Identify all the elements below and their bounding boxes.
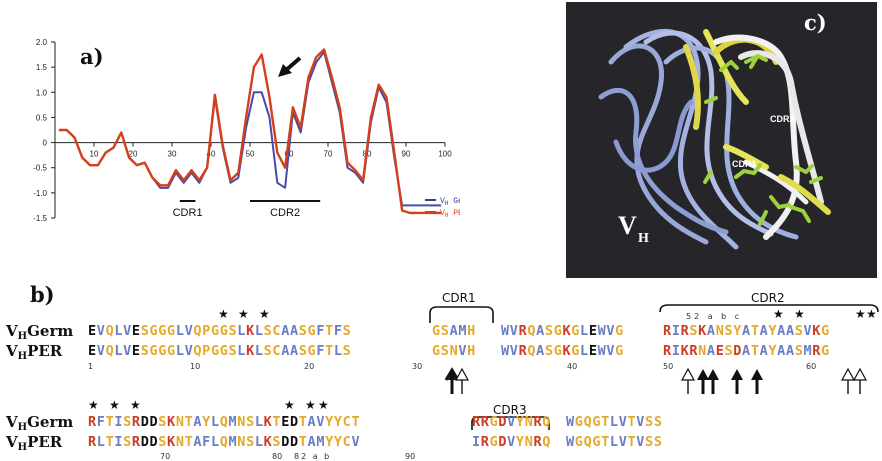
germ-cdr1-seq: GSAMH [432, 323, 476, 339]
germ-cdr3-seq: RRGDVYNRQ [472, 414, 552, 430]
ribbon-structure: V H CDR1 CDR2 [598, 28, 831, 250]
series-line-vh-germ [58, 51, 442, 207]
per-fr3-seq: RLTISRDDSKNTAFLQMNSLKSDDTAMYYCV [88, 434, 361, 450]
y-tick-label: 2.0 [36, 38, 48, 47]
per-fr1-seq: EVQLVESGGGLVQPGGSLKLSCAASGFTLS [88, 343, 352, 359]
per-row-label: VHPER [6, 342, 63, 362]
germ-fr4-seq: WGQGTLVTVSS [566, 414, 663, 430]
star-marker: ★ [284, 398, 295, 412]
legend-entry: VH Germ [440, 197, 460, 207]
position-number: 20 [304, 362, 315, 371]
star-marker: ★ [218, 307, 229, 321]
germ-fr2-seq: WVRQASGKGLEWVG [501, 323, 624, 339]
vh-structure-label-sub: H [638, 231, 649, 246]
vh-structure-image: V H CDR1 CDR2 c) [566, 2, 877, 278]
peak-arrow-head [278, 64, 292, 77]
per-fr2-seq: WVRQASGKGLEWVG [501, 343, 624, 359]
star-marker: ★ [238, 307, 249, 321]
x-tick-label: 30 [168, 150, 177, 159]
position-number: 82 a b [294, 452, 332, 461]
panel-c-label: c) [804, 10, 827, 35]
series-line-vh-per [58, 48, 442, 215]
panel-a-label: a) [80, 44, 104, 69]
y-tick-label: -1.5 [33, 214, 47, 223]
germ-fr3-seq: RFTISRDDSKNTAYLQMNSLKTEDTAVYYCT [88, 414, 361, 430]
vh-structure-label: V [618, 211, 637, 240]
germ-cdr2-seq: RIRSKANSYATAYAASVKG [663, 323, 830, 339]
per-cdr2-seq: RIKRNAESDATAYAASMRG [663, 343, 830, 359]
insertion-labels: 52 a b c [686, 312, 743, 321]
y-tick-label: 1.5 [36, 63, 48, 72]
per-cdr3-seq: IRGDVYNRQ [472, 434, 552, 450]
per-cdr1-seq: GSNVH [432, 343, 476, 359]
per-fr4-seq: WGQGTLVTVSS [566, 434, 663, 450]
x-tick-label: 50 [246, 150, 255, 159]
cdr2-label: CDR2 [751, 291, 785, 305]
y-tick-label: 0.5 [36, 113, 48, 122]
star-marker: ★ [305, 398, 316, 412]
x-tick-label: 10 [90, 150, 99, 159]
position-number: 60 [806, 362, 817, 371]
x-tick-label: 20 [129, 150, 138, 159]
y-tick-label: 0 [43, 139, 48, 148]
y-tick-label: 1.0 [36, 88, 48, 97]
position-number: 40 [567, 362, 578, 371]
star-marker: ★ [88, 398, 99, 412]
cdr1-bracket [429, 306, 494, 323]
x-tick-label: 90 [402, 150, 411, 159]
position-number: 70 [160, 452, 171, 461]
star-marker: ★ [866, 307, 877, 321]
structure-cdr1-label: CDR1 [732, 159, 757, 169]
position-number: 1 [88, 362, 94, 371]
x-tick-label: 70 [324, 150, 333, 159]
position-number: 90 [405, 452, 416, 461]
y-tick-label: -1.0 [33, 189, 47, 198]
position-number: 30 [412, 362, 423, 371]
germ-row-label: VHGerm [6, 413, 74, 433]
germ-fr1-seq: EVQLVESGGGLVQPGGSLKLSCAASGFTFS [88, 323, 352, 339]
position-number: 80 [272, 452, 283, 461]
per-row-label: VHPER [6, 433, 63, 453]
star-marker: ★ [773, 307, 784, 321]
structure-cdr2-label: CDR2 [770, 114, 795, 124]
star-marker: ★ [794, 307, 805, 321]
star-marker: ★ [318, 398, 329, 412]
x-tick-label: 100 [438, 150, 452, 159]
cdr2-bracket [659, 304, 879, 313]
star-marker: ★ [130, 398, 141, 412]
germ-row-label: VHGerm [6, 322, 74, 342]
legend-entry: VH PER [440, 209, 460, 219]
cdr2-arrows [680, 367, 868, 394]
position-number: 10 [190, 362, 201, 371]
panel-b-label: b) [30, 282, 55, 307]
cdr-annotation-label: CDR1 [173, 207, 203, 219]
y-tick-label: -0.5 [33, 164, 47, 173]
cdr3-label: CDR3 [493, 403, 527, 417]
cdr1-arrows [444, 367, 470, 394]
star-marker: ★ [109, 398, 120, 412]
star-marker: ★ [259, 307, 270, 321]
x-tick-label: 40 [207, 150, 216, 159]
hydropathy-plot: 2.01.51.00.50-0.5-1.0-1.510 20 30 40 50 60 70 8… [33, 38, 460, 223]
star-marker: ★ [855, 307, 866, 321]
cdr1-label: CDR1 [442, 291, 476, 305]
cdr-annotation-label: CDR2 [270, 207, 300, 219]
position-number: 50 [663, 362, 674, 371]
